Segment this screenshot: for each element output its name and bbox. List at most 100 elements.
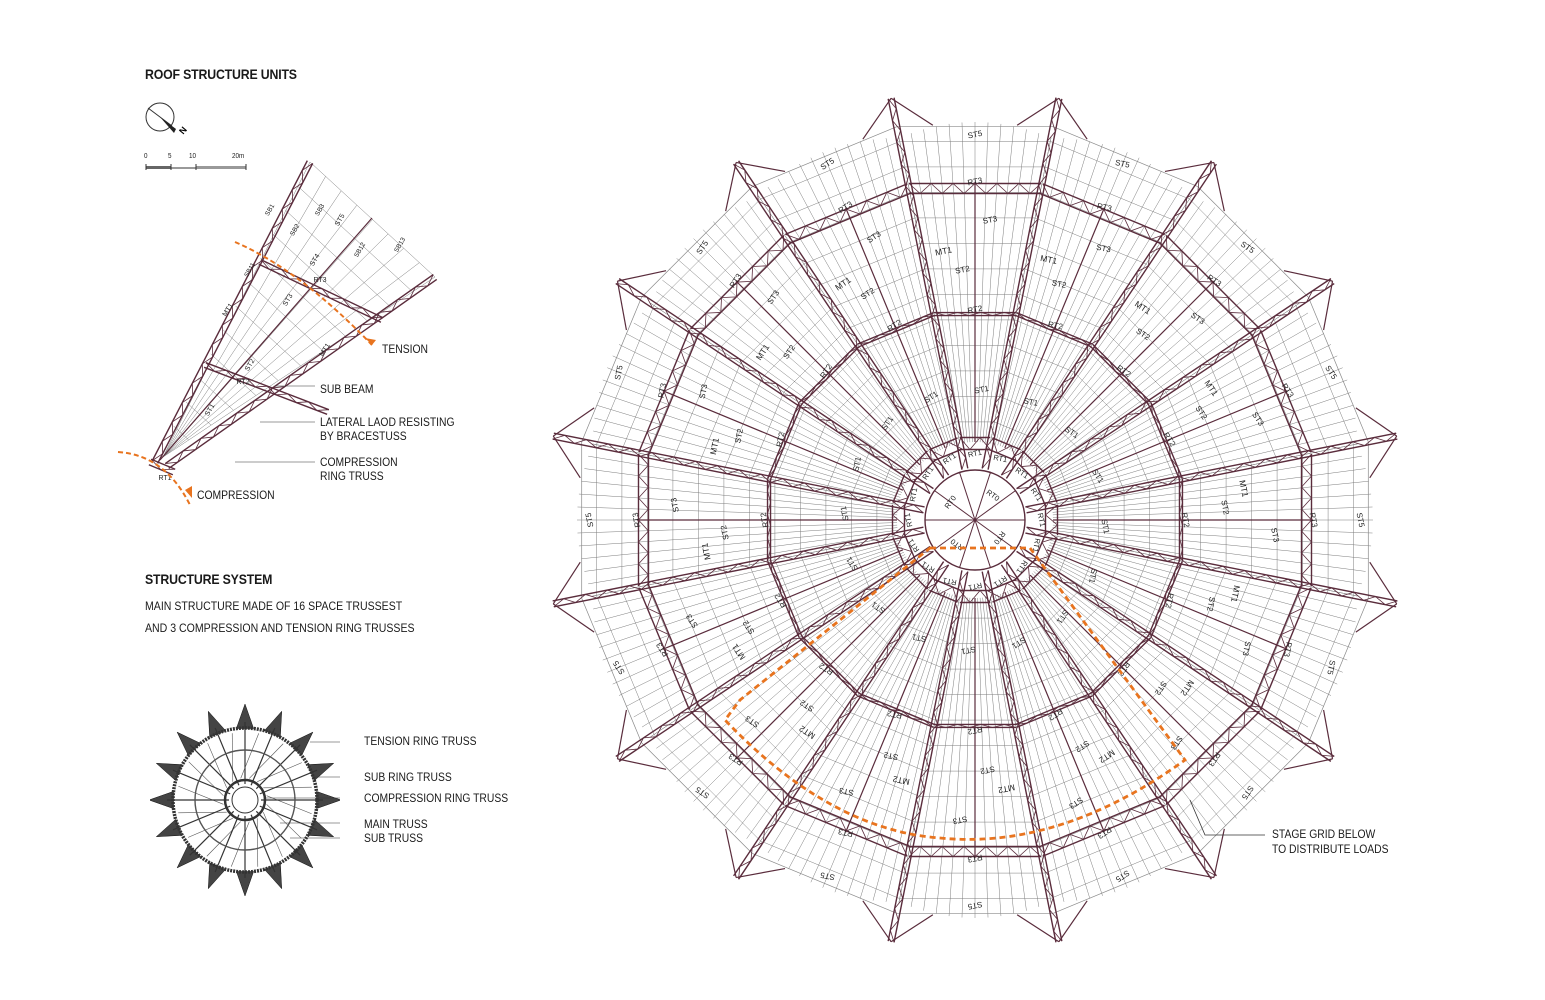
truss-web (959, 437, 991, 450)
legend-sub-ring: SUB RING TRUSS (364, 772, 452, 784)
grid-rib (935, 597, 968, 914)
grid-rib (948, 597, 971, 917)
spike-edge (1369, 435, 1398, 479)
main-truss (1025, 526, 1398, 608)
truss-web (767, 478, 771, 562)
grid-rib (1018, 195, 1192, 456)
truss-web (638, 587, 695, 710)
main-truss-label: MT2 (892, 774, 911, 787)
grid-rib (599, 544, 902, 648)
truss-web (1037, 474, 1054, 508)
grid-rib (662, 567, 914, 761)
grid-rib (1039, 303, 1300, 477)
grid-rib (1002, 147, 1116, 448)
grid-rib (1028, 229, 1248, 464)
structure-system-diagram (150, 703, 340, 897)
structure-description-line2: AND 3 COMPRESSION AND TENSION RING TRUSS… (145, 621, 415, 635)
grid-rib (1049, 542, 1354, 636)
grid-rib (799, 589, 941, 877)
truss-chord (1025, 432, 1397, 508)
grid-rib (1052, 506, 1373, 518)
grid-rib (984, 597, 1027, 911)
grid-rib (1018, 584, 1192, 845)
sub-truss-label: ST5 (966, 900, 983, 912)
grid-rib (767, 186, 935, 454)
lateral-annotation-line2: BY BRACESTUSS (320, 431, 407, 443)
grid-rib (984, 129, 1027, 443)
ring-label: RT1 (967, 581, 983, 593)
truss-chord (1250, 583, 1303, 707)
grid-purlin (1295, 595, 1354, 735)
grid-purlin (210, 353, 256, 396)
main-truss (189, 744, 235, 790)
grid-rib (997, 594, 1091, 899)
grid-rib (758, 584, 932, 845)
ring-truss-segment (1158, 234, 1261, 337)
grid-purlin (596, 305, 655, 445)
grid-rib (723, 213, 926, 460)
grid-rib (581, 527, 898, 560)
sub-truss-label: ST2 (979, 764, 996, 776)
tension-ring (171, 726, 319, 874)
sub-truss-label: ST3 (1241, 641, 1253, 658)
main-truss (151, 160, 314, 464)
sub-ring (194, 749, 296, 851)
sub-truss-label: ST5 (819, 870, 836, 882)
ring-label: RT3 (313, 277, 326, 284)
grid-rib (1033, 571, 1274, 782)
ring-label: RT3 (631, 511, 643, 528)
truss-web (690, 235, 785, 330)
ring-label: RT3 (967, 176, 984, 188)
grid-rib (1026, 578, 1237, 819)
grid-rib (578, 493, 898, 516)
grid-rib (910, 596, 963, 907)
ring-label: RT1 (903, 512, 915, 528)
grid-rib (1049, 404, 1354, 498)
truss-chord (798, 343, 858, 403)
truss-chord (987, 448, 1017, 462)
grid-purlin (675, 719, 776, 820)
ring-label: RT1 (158, 475, 171, 482)
sub-truss (263, 812, 283, 857)
ring-truss-segment (1300, 453, 1313, 587)
truss-chord (1016, 695, 1093, 728)
grid-rib (713, 578, 924, 819)
grid-rib (656, 565, 912, 749)
compression-arrowhead (185, 486, 192, 498)
grid-rib (767, 586, 935, 854)
main-truss (214, 727, 240, 786)
main-truss-label: MT1 (1133, 299, 1153, 317)
grid-rib (834, 592, 948, 893)
grid-rib (989, 596, 1052, 903)
grid-rib (948, 123, 971, 443)
truss-chord (1250, 333, 1303, 457)
grid-rib (588, 532, 899, 585)
grid-rib (1024, 213, 1227, 460)
grid-purlin (285, 209, 391, 307)
grid-rib (1044, 554, 1332, 696)
truss-chord (1013, 558, 1037, 582)
truss-chord (798, 637, 858, 697)
main-truss (981, 570, 1063, 943)
grid-rib (1042, 322, 1317, 482)
grid-rib (599, 392, 902, 496)
spike-edge (552, 407, 595, 437)
truss-chord (933, 578, 963, 592)
grid-rib (593, 430, 900, 503)
truss-chord (615, 283, 931, 495)
main-truss (1000, 561, 1217, 880)
legend-main-truss: MAIN TRUSS (364, 819, 428, 831)
ring-label: RT3 (1308, 512, 1320, 529)
ring-label: RT2 (1047, 320, 1064, 332)
sub-truss-label: ST3 (838, 786, 855, 798)
spike-edge (862, 97, 892, 140)
grid-rib (1035, 268, 1282, 471)
ring-truss-segment (689, 703, 792, 806)
truss-web (896, 532, 913, 566)
compression-ring-annotation-line2: RING TRUSS (320, 471, 384, 483)
grid-rib (977, 122, 989, 443)
truss-chord (987, 578, 1017, 592)
truss-chord (929, 589, 958, 603)
truss-chord (1090, 635, 1150, 695)
main-truss (259, 769, 318, 795)
